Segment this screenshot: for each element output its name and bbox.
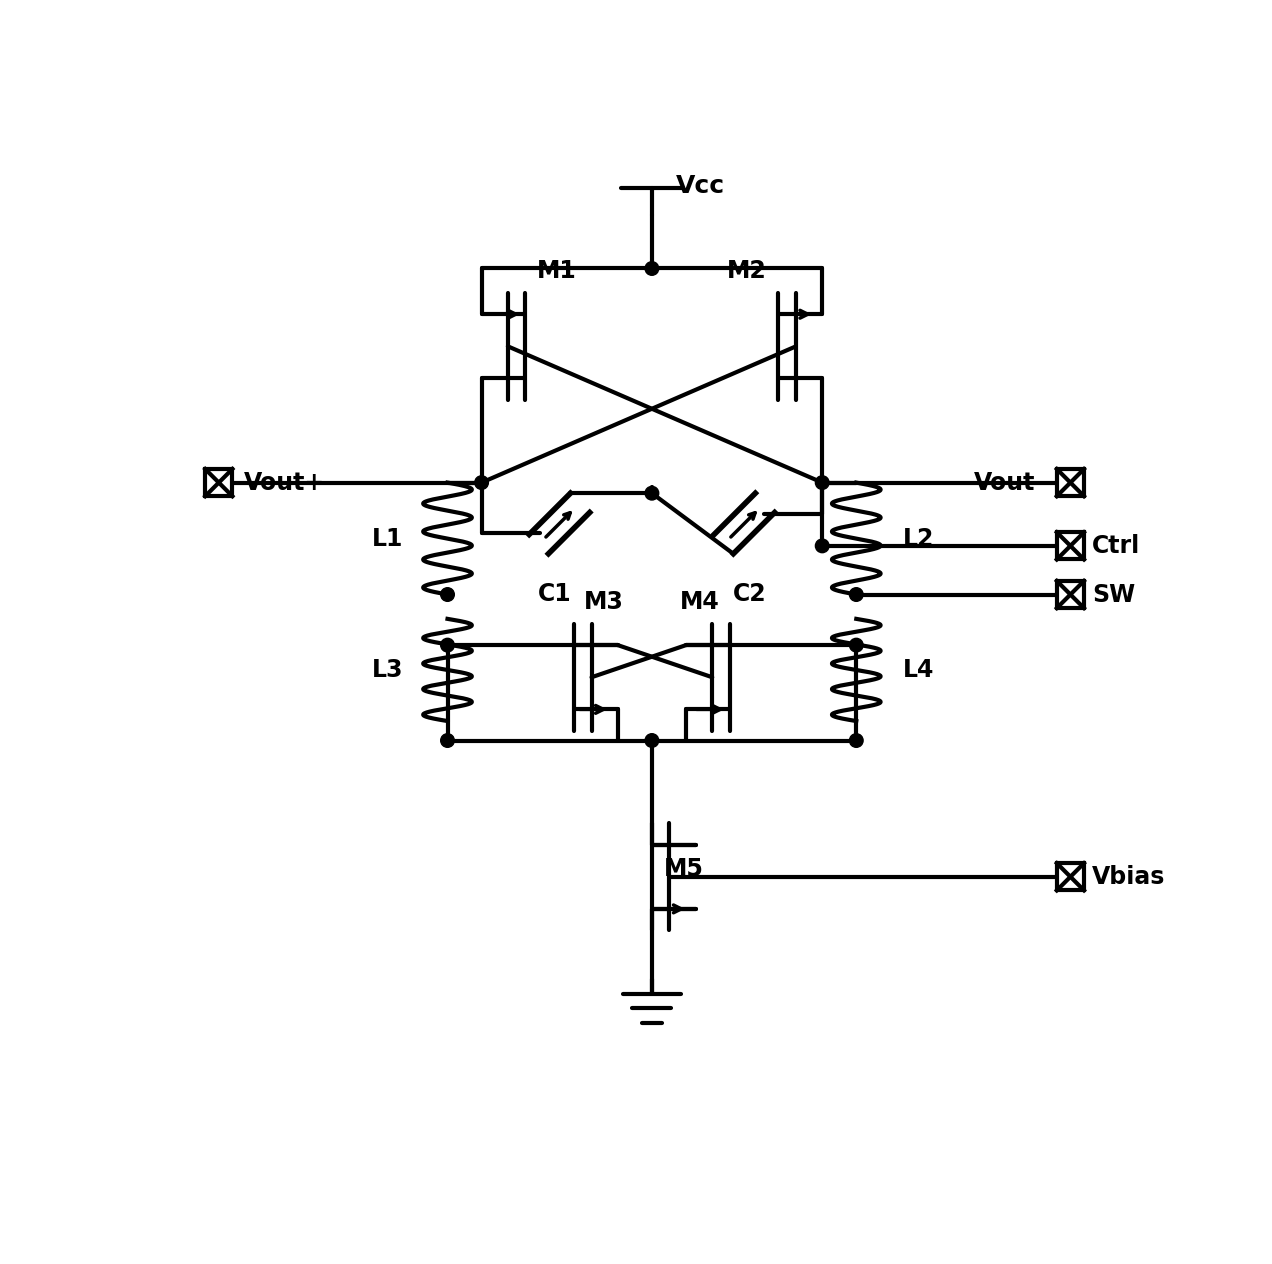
Circle shape: [645, 733, 659, 747]
Bar: [1057, 532, 1084, 560]
Text: M5: M5: [664, 857, 703, 881]
Text: Vout+: Vout+: [244, 470, 326, 494]
Circle shape: [440, 638, 454, 652]
Text: M3: M3: [584, 590, 623, 614]
Text: M4: M4: [681, 590, 720, 614]
Text: Ctrl: Ctrl: [1091, 533, 1140, 557]
Circle shape: [850, 733, 864, 747]
Text: L3: L3: [373, 659, 403, 683]
Text: Vbias: Vbias: [1091, 865, 1165, 889]
Circle shape: [645, 487, 659, 501]
Circle shape: [850, 588, 864, 602]
Text: C1: C1: [538, 581, 571, 605]
Circle shape: [815, 475, 829, 489]
Circle shape: [850, 638, 864, 652]
Circle shape: [474, 475, 488, 489]
Bar: [205, 469, 233, 497]
Bar: [1057, 469, 1084, 497]
Text: Vcc: Vcc: [677, 173, 725, 197]
Text: M2: M2: [728, 259, 767, 283]
Circle shape: [440, 733, 454, 747]
Text: M1: M1: [537, 259, 576, 283]
Text: Vout-: Vout-: [974, 470, 1046, 494]
Circle shape: [645, 262, 659, 276]
Text: L1: L1: [373, 527, 403, 551]
Bar: [1057, 863, 1084, 890]
Text: L2: L2: [903, 527, 935, 551]
Circle shape: [815, 538, 829, 552]
Bar: [1057, 581, 1084, 608]
Circle shape: [440, 588, 454, 602]
Text: C2: C2: [733, 581, 766, 605]
Text: L4: L4: [903, 659, 935, 683]
Text: SW: SW: [1091, 583, 1135, 607]
